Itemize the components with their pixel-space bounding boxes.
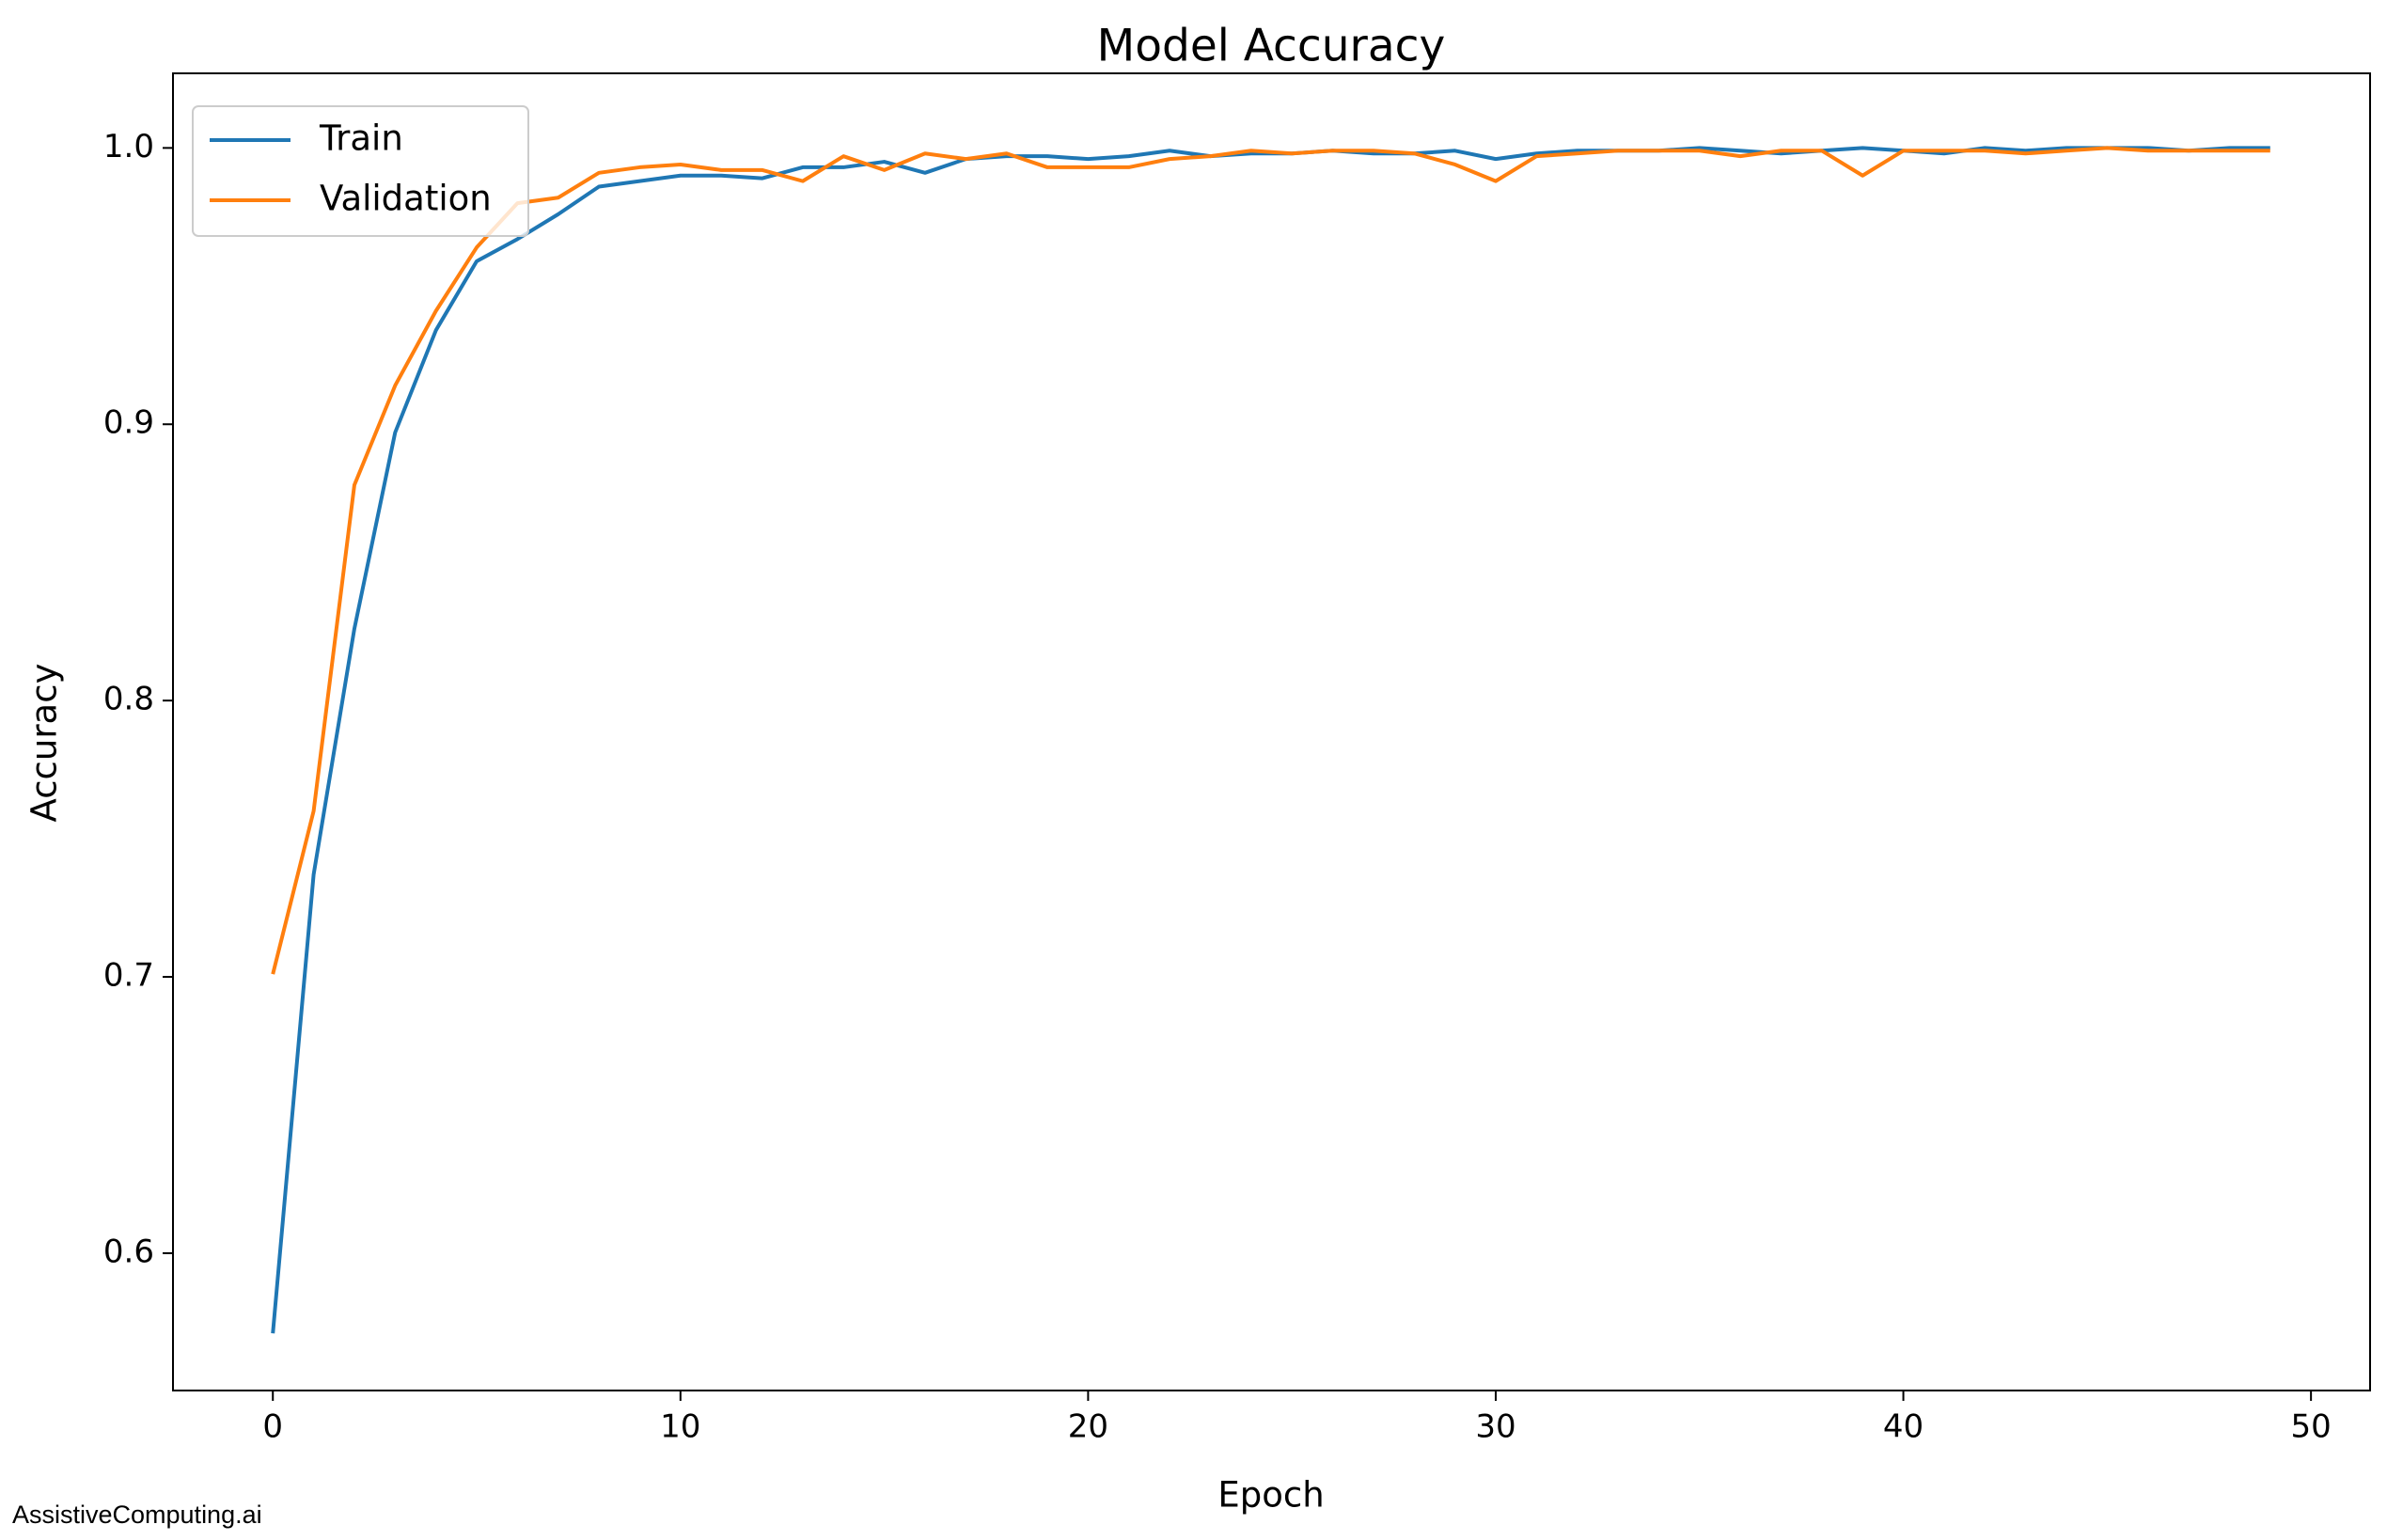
y-tick-label: 1.0 — [103, 128, 154, 165]
legend-label: Validation — [320, 179, 492, 219]
legend-label: Train — [319, 118, 403, 159]
x-tick-label: 0 — [262, 1408, 283, 1446]
y-tick-label: 0.9 — [103, 404, 154, 442]
y-axis-label: Accuracy — [24, 664, 65, 823]
chart-title: Model Accuracy — [1097, 21, 1446, 72]
x-tick-label: 10 — [660, 1408, 700, 1446]
x-tick-label: 50 — [2290, 1408, 2331, 1446]
y-tick-label: 0.6 — [103, 1233, 154, 1270]
x-tick-label: 40 — [1883, 1408, 1924, 1446]
series-line — [271, 146, 2270, 975]
x-tick-label: 20 — [1068, 1408, 1108, 1446]
x-tick-label: 30 — [1475, 1408, 1515, 1446]
watermark: AssistiveComputing.ai — [12, 1501, 262, 1529]
plot-frame — [172, 72, 2371, 1391]
y-tick-label: 0.8 — [103, 681, 154, 718]
y-tick-label: 0.7 — [103, 957, 154, 995]
x-axis-label: Epoch — [1217, 1475, 1324, 1516]
